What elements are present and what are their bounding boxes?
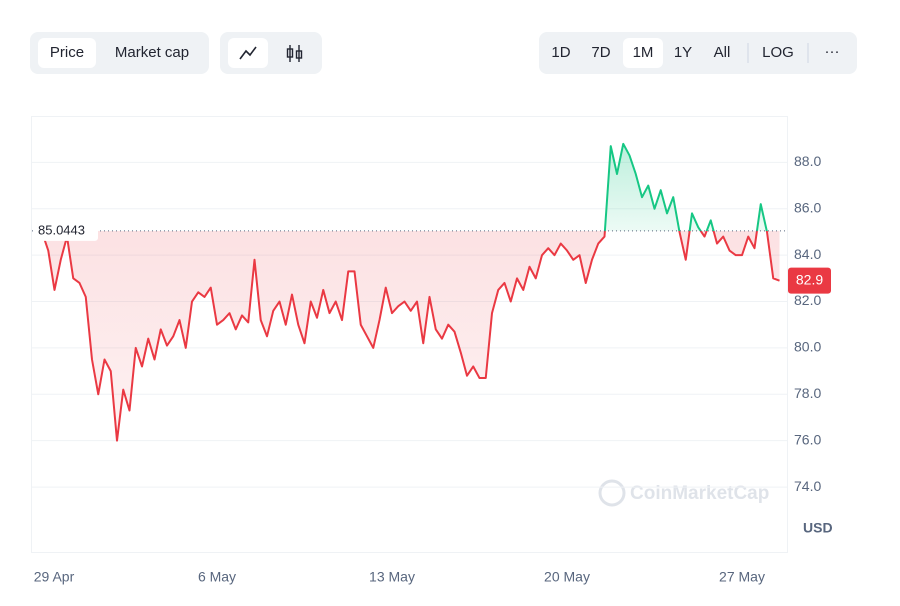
range-button[interactable]: 7D <box>591 44 610 61</box>
line-icon <box>239 46 257 60</box>
last-price-badge <box>788 267 831 294</box>
y-tick-label: 84.0 <box>794 246 821 262</box>
y-tick-label: 74.0 <box>794 478 821 494</box>
last-price-label: 82.9 <box>796 271 823 287</box>
market-cap-button[interactable]: Market cap <box>115 44 189 61</box>
plot-frame <box>31 116 788 553</box>
x-tick-label: 6 May <box>198 569 236 585</box>
range-button[interactable]: All <box>714 44 731 61</box>
more-button[interactable]: ··· <box>825 43 840 60</box>
x-tick-label: 20 May <box>544 569 590 585</box>
y-tick-label: 76.0 <box>794 431 821 447</box>
active-pill <box>38 38 96 68</box>
range-switch <box>539 32 857 74</box>
watermark-text: CoinMarketCap <box>630 483 769 504</box>
y-tick-label: 88.0 <box>794 153 821 169</box>
x-tick-label: 27 May <box>719 569 765 585</box>
x-tick-label: 13 May <box>369 569 415 585</box>
currency-label: USD <box>803 520 833 536</box>
baseline-label: 85.0443 <box>38 222 85 237</box>
candle-icon[interactable] <box>286 45 303 62</box>
active-pill <box>623 38 663 68</box>
range-button[interactable]: 1D <box>551 44 570 61</box>
y-tick-label: 80.0 <box>794 339 821 355</box>
y-tick-label: 82.0 <box>794 292 821 308</box>
log-button[interactable]: LOG <box>762 44 794 61</box>
baseline-label-box <box>34 220 98 241</box>
range-button[interactable]: 1Y <box>674 44 692 61</box>
price-line <box>41 142 780 442</box>
range-button[interactable]: 1M <box>633 44 654 61</box>
x-tick-label: 29 Apr <box>34 569 75 585</box>
y-tick-label: 86.0 <box>794 199 821 215</box>
price-area <box>42 143 780 441</box>
y-tick-label: 78.0 <box>794 385 821 401</box>
price-button[interactable]: Price <box>50 44 84 61</box>
watermark: CoinMarketCap <box>598 479 769 507</box>
